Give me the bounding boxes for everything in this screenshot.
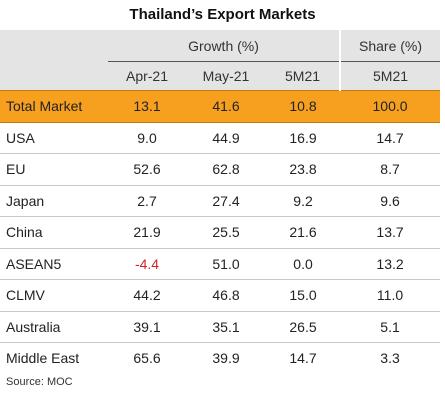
row-value: 9.6 [340, 184, 441, 217]
row-value: 13.2 [340, 247, 441, 280]
row-value: 21.9 [108, 216, 186, 248]
row-value: 52.6 [108, 153, 186, 185]
header-col-5m21-growth: 5M21 [266, 61, 341, 91]
row-label: Australia [0, 310, 108, 343]
export-markets-table: Growth (%) Share (%) Apr-21 May-21 5M21 … [0, 30, 441, 374]
share-header: Share (%) [339, 30, 441, 62]
header-col-apr21: Apr-21 [108, 61, 186, 91]
row-value: 21.6 [266, 216, 341, 248]
row-value: 13.7 [340, 216, 441, 248]
row-value: 23.8 [266, 153, 341, 185]
row-value: 9.2 [266, 184, 341, 217]
row-value: 51.0 [186, 247, 266, 280]
row-value: 10.8 [266, 90, 341, 123]
row-value: 11.0 [340, 279, 441, 311]
row-value: 41.6 [186, 90, 266, 123]
header-group-row: Growth (%) Share (%) [0, 30, 441, 62]
row-value: 15.0 [266, 279, 341, 311]
header-col-may21: May-21 [186, 61, 266, 91]
row-value: 14.7 [340, 121, 441, 154]
table-row: China 21.9 25.5 21.6 13.7 [0, 216, 441, 248]
row-label: ASEAN5 [0, 247, 108, 280]
row-value: 14.7 [266, 342, 341, 374]
row-label: USA [0, 121, 108, 154]
header-empty-cell [0, 61, 108, 91]
row-value: 16.9 [266, 121, 341, 154]
row-value: 44.9 [186, 121, 266, 154]
row-value: 9.0 [108, 121, 186, 154]
row-label: EU [0, 153, 108, 185]
row-value: 5.1 [340, 310, 441, 343]
row-value: 2.7 [108, 184, 186, 217]
row-value: 27.4 [186, 184, 266, 217]
table-row: CLMV 44.2 46.8 15.0 11.0 [0, 279, 441, 311]
row-value: 25.5 [186, 216, 266, 248]
row-value: 26.5 [266, 310, 341, 343]
growth-header: Growth (%) [108, 30, 341, 62]
row-value: 8.7 [340, 153, 441, 185]
row-value: 39.9 [186, 342, 266, 374]
row-label: CLMV [0, 279, 108, 311]
row-value: 0.0 [266, 247, 341, 280]
table-row: ASEAN5 -4.4 51.0 0.0 13.2 [0, 247, 441, 280]
row-label: China [0, 216, 108, 248]
table-row: Australia 39.1 35.1 26.5 5.1 [0, 310, 441, 343]
row-value: 13.1 [108, 90, 186, 123]
row-value: 39.1 [108, 310, 186, 343]
row-value: 65.6 [108, 342, 186, 374]
table-title: Thailand’s Export Markets [129, 6, 316, 23]
row-value: 35.1 [186, 310, 266, 343]
row-label: Japan [0, 184, 108, 217]
source-note: Source: MOC [6, 376, 73, 388]
row-label: Middle East [0, 342, 108, 374]
table-row: EU 52.6 62.8 23.8 8.7 [0, 153, 441, 185]
row-label: Total Market [0, 90, 108, 123]
table-row: USA 9.0 44.9 16.9 14.7 [0, 121, 441, 154]
header-col-5m21-share: 5M21 [339, 61, 441, 91]
row-value: 100.0 [340, 90, 441, 123]
row-value: -4.4 [108, 247, 186, 280]
table-row: Middle East 65.6 39.9 14.7 3.3 [0, 342, 441, 374]
row-value: 3.3 [340, 342, 441, 374]
row-value: 44.2 [108, 279, 186, 311]
total-market-row: Total Market 13.1 41.6 10.8 100.0 [0, 90, 441, 123]
header-empty-cell [0, 30, 108, 62]
header-period-row: Apr-21 May-21 5M21 5M21 [0, 61, 441, 91]
row-value: 46.8 [186, 279, 266, 311]
table-row: Japan 2.7 27.4 9.2 9.6 [0, 184, 441, 217]
row-value: 62.8 [186, 153, 266, 185]
